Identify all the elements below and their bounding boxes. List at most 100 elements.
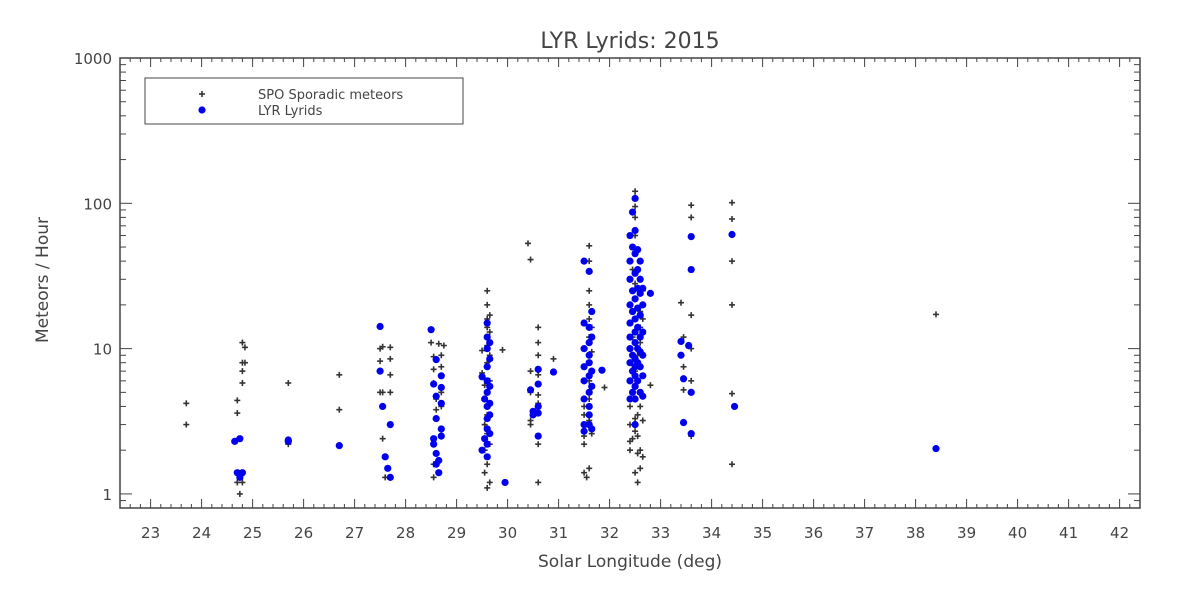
- lyr-point: [384, 464, 392, 472]
- spo-point: [486, 329, 493, 336]
- lyr-point: [483, 319, 491, 327]
- spo-point: [678, 299, 684, 306]
- lyr-point: [435, 469, 443, 477]
- lyr-point: [634, 323, 642, 331]
- spo-point: [729, 301, 735, 308]
- spo-point: [234, 410, 241, 417]
- spo-point: [627, 447, 633, 454]
- spo-point: [430, 366, 437, 373]
- spo-point: [632, 203, 639, 210]
- legend-plus-marker: [199, 91, 205, 97]
- lyr-point: [526, 386, 535, 394]
- lyr-point: [376, 322, 384, 331]
- lyr-point: [432, 449, 440, 458]
- lyr-point: [580, 363, 588, 371]
- lyr-point: [639, 372, 647, 380]
- spo-point: [535, 339, 542, 346]
- spo-point: [632, 415, 639, 422]
- spo-point: [499, 346, 506, 353]
- spo-point: [535, 391, 542, 398]
- spo-point: [387, 344, 394, 351]
- lyr-point: [585, 267, 593, 275]
- lyr-point: [486, 430, 494, 438]
- lyr-point: [437, 425, 445, 433]
- spo-point: [688, 202, 695, 209]
- lyr-point: [634, 377, 642, 385]
- spo-point: [486, 312, 493, 319]
- lyr-point: [437, 383, 445, 392]
- legend-dot-marker: [198, 106, 206, 114]
- legend-label-spo: SPO Sporadic meteors: [258, 88, 403, 103]
- lyr-point: [580, 395, 588, 403]
- x-tick-label: 40: [1008, 524, 1027, 542]
- spo-point: [680, 386, 687, 393]
- x-axis-label: Solar Longitude (deg): [538, 552, 722, 572]
- spo-point: [647, 382, 654, 389]
- spo-point: [387, 355, 394, 362]
- spo-point: [581, 469, 588, 476]
- lyr-point: [483, 363, 491, 371]
- spo-point: [601, 384, 608, 391]
- spo-point: [387, 371, 394, 378]
- spo-point: [586, 287, 593, 294]
- legend-box: [144, 77, 464, 125]
- x-tick-label: 26: [294, 524, 313, 542]
- legend-marker-lyr: [198, 106, 206, 114]
- x-tick-label: 29: [447, 524, 466, 542]
- lyr-point: [580, 257, 588, 265]
- spo-point: [729, 258, 735, 265]
- lyr-point: [585, 338, 593, 347]
- spo-point: [435, 340, 442, 347]
- lyr-point: [534, 409, 542, 417]
- lyr-point: [430, 380, 438, 388]
- spo-point: [387, 389, 394, 396]
- lyr-point: [588, 367, 596, 375]
- x-tick-label: 30: [498, 524, 517, 542]
- spo-point: [440, 342, 447, 349]
- lyr-point: [580, 319, 588, 327]
- spo-point: [379, 389, 386, 396]
- lyr-point: [486, 399, 494, 407]
- lyr-point: [626, 359, 634, 367]
- spo-point: [550, 355, 557, 362]
- spo-point: [632, 188, 639, 195]
- spo-point: [479, 347, 486, 354]
- x-tick-label: 23: [141, 524, 160, 542]
- x-tick-label: 32: [600, 524, 619, 542]
- lyr-point: [432, 356, 440, 364]
- lyr-point: [534, 402, 542, 411]
- spo-point: [729, 390, 735, 397]
- chart-title: LYR Lyrids: 2015: [540, 29, 719, 54]
- lyr-point: [376, 367, 384, 375]
- lyr-point: [728, 230, 736, 239]
- lyr-point: [585, 402, 593, 411]
- spo-point: [336, 371, 343, 378]
- spo-point: [428, 339, 435, 346]
- lyr-point: [687, 233, 695, 241]
- spo-point: [438, 352, 445, 359]
- spo-points: [183, 188, 939, 497]
- spo-point: [183, 400, 190, 407]
- y-tick-label: 1000: [74, 50, 112, 68]
- spo-point: [586, 465, 593, 472]
- x-tick-label: 38: [906, 524, 925, 542]
- lyr-point: [631, 194, 639, 203]
- lyr-point: [481, 395, 489, 403]
- lyr-point: [631, 338, 639, 347]
- spo-point: [481, 469, 488, 476]
- spo-point: [629, 435, 636, 442]
- lyr-point: [486, 338, 494, 347]
- lyr-point: [634, 246, 642, 254]
- lyr-point: [379, 402, 387, 411]
- spo-point: [535, 479, 542, 486]
- spo-point: [183, 421, 190, 428]
- lyr-point: [549, 368, 558, 376]
- spo-point: [535, 441, 542, 448]
- lyr-point: [580, 420, 588, 429]
- x-tick-label: 33: [651, 524, 670, 542]
- lyr-point: [483, 333, 491, 341]
- lyr-point: [628, 388, 637, 396]
- lyr-point: [687, 388, 695, 396]
- lyr-point: [335, 442, 343, 450]
- lyr-point: [687, 430, 695, 438]
